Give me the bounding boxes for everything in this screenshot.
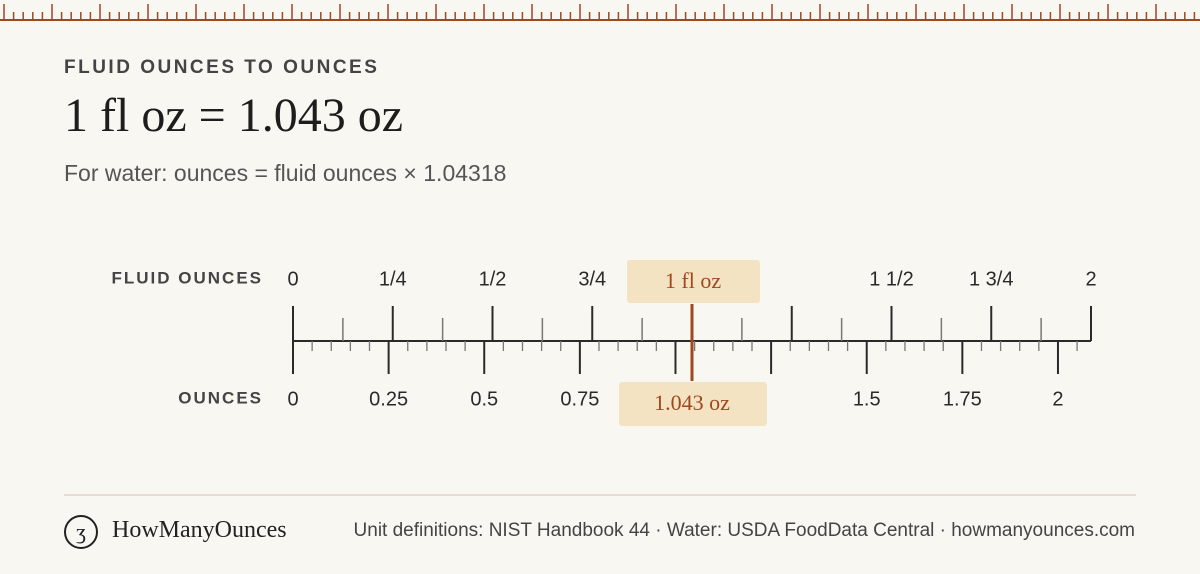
tick-label: 1.5 bbox=[853, 388, 881, 410]
title: 1 fl oz = 1.043 oz bbox=[64, 89, 403, 142]
ruler: FLUID OUNCES OUNCES 0 1/4 1/2 3/4 1 1/2 1 3/4 2 0… bbox=[0, 4, 1200, 426]
tick-label: 0 bbox=[287, 268, 298, 290]
eyebrow: FLUID OUNCES TO OUNCES bbox=[64, 57, 380, 78]
tick-label: 1/2 bbox=[479, 268, 507, 290]
tick-label: 1 3/4 bbox=[969, 268, 1013, 290]
tick-label: 1/4 bbox=[379, 268, 407, 290]
marker-box bbox=[619, 382, 767, 426]
row-label: FLUID OUNCES bbox=[112, 268, 264, 287]
tick-label: 0 bbox=[287, 388, 298, 410]
tick-label: 0.25 bbox=[369, 388, 408, 410]
factor: 1.04318 bbox=[423, 160, 507, 186]
tick-label: 2 bbox=[1052, 388, 1063, 410]
marker-label: 1 fl oz bbox=[665, 268, 721, 293]
tick-label: 2 bbox=[1085, 268, 1096, 290]
tick-label: 1.75 bbox=[943, 388, 982, 410]
tick-label: 1 1/2 bbox=[869, 268, 913, 290]
formula: For water: ounces = fluid ounces × 1.043… bbox=[64, 160, 506, 187]
row-label: OUNCES bbox=[178, 388, 263, 407]
tick-label: 3/4 bbox=[578, 268, 606, 290]
source: Unit definitions: NIST Handbook 44 · Wat… bbox=[353, 520, 1135, 541]
brand: HowManyOunces bbox=[112, 517, 287, 543]
logo: ʒ bbox=[64, 515, 98, 549]
converted-label: 1.043 oz bbox=[654, 390, 730, 415]
marker-box bbox=[627, 260, 760, 303]
formula-text: For water: ounces = fluid ounces × bbox=[64, 160, 417, 186]
divider bbox=[64, 494, 1136, 496]
tick-label: 0.75 bbox=[560, 388, 599, 410]
tick-label: 0.5 bbox=[470, 388, 498, 410]
